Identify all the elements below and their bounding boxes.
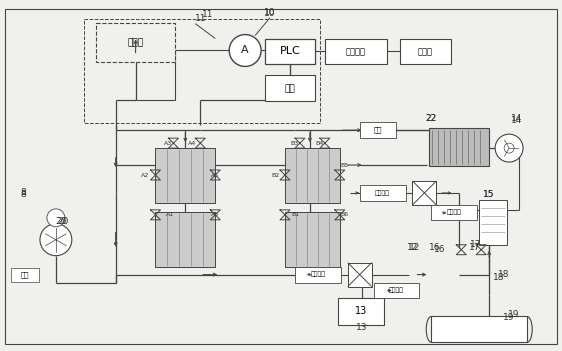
- Text: B2: B2: [271, 172, 279, 178]
- Bar: [338, 298, 384, 325]
- Text: 循环水回: 循环水回: [375, 190, 390, 196]
- Bar: [360, 185, 406, 201]
- Text: 12: 12: [407, 243, 418, 252]
- Text: 客户端: 客户端: [418, 47, 433, 56]
- Bar: [156, 148, 215, 203]
- Bar: [265, 39, 315, 65]
- Bar: [432, 317, 527, 342]
- Text: 14: 14: [511, 116, 523, 125]
- Circle shape: [504, 143, 514, 153]
- Bar: [156, 212, 215, 267]
- Bar: [325, 39, 387, 65]
- Text: 13: 13: [356, 323, 368, 332]
- Bar: [360, 122, 396, 138]
- Text: A2: A2: [142, 172, 149, 178]
- Text: A6: A6: [211, 212, 219, 217]
- Bar: [429, 128, 489, 166]
- Bar: [432, 205, 477, 220]
- Text: 循环水进: 循环水进: [389, 287, 404, 293]
- Bar: [348, 263, 371, 286]
- Text: 19: 19: [504, 313, 515, 322]
- Bar: [96, 22, 175, 62]
- Bar: [11, 267, 39, 282]
- Text: 11: 11: [194, 14, 206, 23]
- Text: 17: 17: [469, 243, 480, 252]
- Text: 10: 10: [264, 8, 276, 17]
- Text: 8: 8: [20, 188, 26, 197]
- Text: A5: A5: [211, 172, 219, 178]
- Text: 12: 12: [409, 243, 420, 252]
- Circle shape: [40, 224, 72, 256]
- Text: 废气: 废气: [21, 271, 29, 278]
- Text: 排放口: 排放口: [128, 38, 144, 47]
- Bar: [285, 212, 340, 267]
- Text: 18: 18: [498, 270, 510, 279]
- Text: 22: 22: [426, 114, 437, 123]
- Bar: [265, 75, 315, 101]
- Text: 10: 10: [264, 9, 276, 18]
- Text: A3: A3: [164, 141, 173, 146]
- Circle shape: [495, 134, 523, 162]
- Text: 15: 15: [483, 191, 495, 199]
- Bar: [295, 267, 341, 283]
- Text: B5: B5: [341, 163, 349, 167]
- Text: 循环水回: 循环水回: [310, 272, 325, 277]
- Bar: [374, 283, 419, 298]
- Bar: [413, 181, 436, 205]
- Text: 15: 15: [483, 191, 495, 199]
- Text: 14: 14: [511, 114, 523, 123]
- Text: 16: 16: [434, 245, 445, 254]
- Text: 13: 13: [355, 306, 367, 317]
- Text: 16: 16: [429, 243, 440, 252]
- Text: 8: 8: [20, 191, 26, 199]
- Text: A: A: [241, 46, 249, 55]
- Text: 20: 20: [55, 217, 66, 226]
- Bar: [479, 200, 507, 245]
- Text: 17: 17: [469, 240, 481, 249]
- Text: 蒸气: 蒸气: [373, 127, 382, 133]
- Text: 19: 19: [508, 310, 520, 319]
- Text: PLC: PLC: [279, 46, 300, 57]
- Text: A4: A4: [188, 141, 197, 146]
- Circle shape: [229, 34, 261, 66]
- Bar: [84, 19, 320, 123]
- Text: B4: B4: [316, 141, 324, 146]
- Text: A1: A1: [166, 212, 175, 217]
- Text: B3: B3: [291, 141, 299, 146]
- Text: 22: 22: [426, 114, 437, 123]
- Text: 11: 11: [202, 10, 213, 19]
- Bar: [400, 39, 451, 65]
- Text: 输出: 输出: [284, 84, 296, 93]
- Text: 20: 20: [57, 217, 69, 226]
- Text: 循环水进: 循环水进: [447, 210, 462, 215]
- Text: B1: B1: [291, 212, 299, 217]
- Text: 18: 18: [493, 273, 505, 282]
- Bar: [285, 148, 340, 203]
- Circle shape: [47, 209, 65, 227]
- Text: 监控中心: 监控中心: [346, 47, 366, 56]
- Text: B6: B6: [341, 212, 349, 217]
